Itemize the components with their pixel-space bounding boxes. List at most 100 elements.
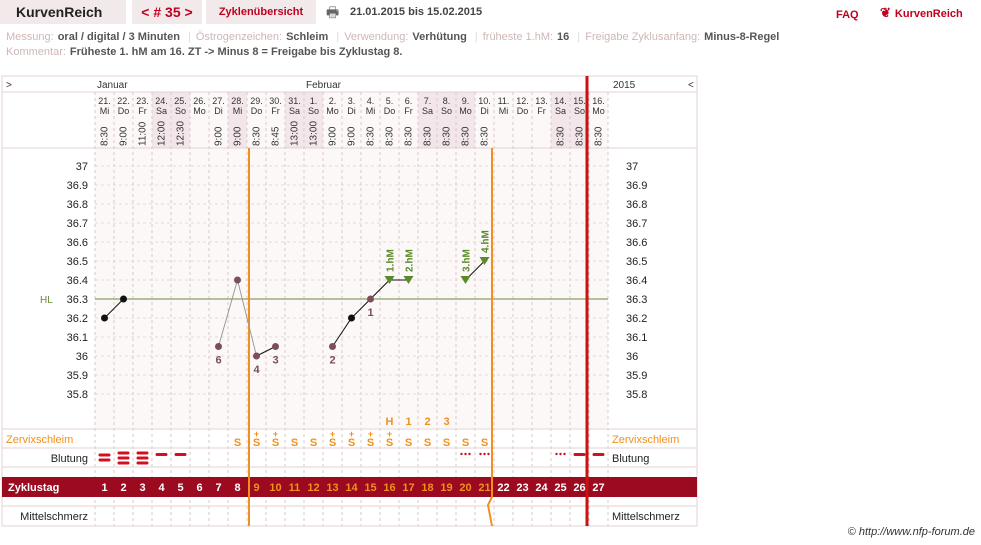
day-weekday: Mi (100, 106, 110, 116)
logo-text: KurvenReich (894, 8, 963, 20)
day-weekday: Sa (555, 106, 566, 116)
weekend-shade (152, 92, 171, 148)
weekend-shade (228, 92, 247, 148)
zervix-entry: S (234, 437, 241, 449)
bleeding-mark (563, 452, 566, 456)
day-weekday: Mo (459, 106, 472, 116)
zervix-entry: S (291, 437, 298, 449)
zyklustag-number: 11 (289, 482, 301, 494)
blutung-label: Blutung (51, 453, 88, 465)
day-date: 23. (136, 96, 149, 106)
hm-label: 3.hM (462, 249, 473, 272)
zervix-entry: S (481, 437, 488, 449)
temp-point (253, 352, 260, 360)
day-time: 8:30 (594, 126, 605, 146)
printer-icon[interactable]: 🖶 (326, 4, 340, 20)
day-time: 9:00 (233, 126, 244, 146)
nav-prev[interactable]: > (6, 80, 12, 91)
day-weekday: Di (347, 106, 356, 116)
mittelschmerz-label: Mittelschmerz (20, 511, 88, 523)
zervix-entry: S (329, 437, 336, 449)
date-range: 21.01.2015 bis 15.02.2015 (350, 6, 483, 18)
day-time: 8:30 (442, 126, 453, 146)
y-tick-right: 35.8 (626, 389, 647, 401)
bleeding-mark (483, 452, 486, 456)
faq-link[interactable]: FAQ (836, 9, 859, 21)
cycle-meta: Messung: oral / digital / 3 Minuten | Östr… (6, 30, 976, 60)
bleeding-mark (479, 452, 482, 456)
zyklustag-number: 6 (196, 482, 202, 494)
day-date: 12. (516, 96, 529, 106)
month-label: Februar (306, 80, 342, 91)
day-date: 5. (386, 96, 394, 106)
y-tick-right: 36 (626, 351, 638, 363)
temp-point (120, 295, 127, 303)
logo[interactable]: ❦ KurvenReich (880, 1, 963, 25)
y-tick-left: 35.9 (67, 370, 88, 382)
month-label: Januar (97, 80, 128, 91)
day-time: 8:30 (423, 126, 434, 146)
day-time: 8:30 (366, 126, 377, 146)
verwendung-value: Verhütung (412, 31, 467, 43)
day-weekday: Do (118, 106, 130, 116)
zyklustag-number: 26 (573, 482, 585, 494)
day-weekday: Sa (422, 106, 433, 116)
hm-label: 1.hM (386, 249, 397, 272)
zervix-entry: S (462, 437, 469, 449)
bleeding-mark (136, 456, 149, 460)
peak-marker: 3 (443, 416, 449, 428)
day-date: 8. (443, 96, 451, 106)
weekend-shade (304, 92, 323, 148)
bleeding-mark (136, 461, 149, 465)
day-date: 24. (155, 96, 168, 106)
cycle-overview-link[interactable]: Zyklenübersicht (206, 0, 316, 24)
bleeding-mark (155, 453, 168, 456)
hm-triangle (460, 276, 471, 284)
zyklustag-number: 21 (478, 482, 490, 494)
day-date: 21. (98, 96, 111, 106)
temp-line (256, 346, 276, 357)
temp-point (348, 314, 355, 322)
day-date: 25. (174, 96, 187, 106)
copyright: © http://www.nfp-forum.de (847, 526, 975, 538)
day-weekday: So (308, 106, 319, 116)
zervix-plus: + (254, 429, 259, 439)
brand-title: KurvenReich (0, 0, 126, 24)
day-time: 8:45 (271, 126, 282, 146)
day-date: 4. (367, 96, 375, 106)
zyklustag-number: 10 (269, 482, 281, 494)
day-date: 11. (498, 96, 510, 106)
cycle-navigator[interactable]: < # 35 > (132, 0, 202, 24)
fhm-value: 16 (557, 31, 570, 43)
bleeding-mark (117, 456, 130, 460)
weekend-shade (437, 92, 456, 148)
bleeding-mark (559, 452, 562, 456)
zyklustag-number: 9 (253, 482, 259, 494)
day-time: 8:30 (461, 126, 472, 146)
weekend-shade (551, 92, 570, 148)
zervix-entry: S (367, 437, 374, 449)
freigabe-label: Freigabe Zyklusanfang: (585, 31, 701, 43)
day-weekday: Mi (366, 106, 376, 116)
day-weekday: Fr (271, 106, 280, 116)
day-weekday: Sa (156, 106, 167, 116)
day-time: 8:30 (385, 126, 396, 146)
hm-label: 4.hM (481, 230, 492, 253)
day-time: 8:30 (556, 126, 567, 146)
nav-next[interactable]: < (688, 80, 694, 91)
day-weekday: Fr (404, 106, 413, 116)
peak-marker: H (386, 416, 394, 428)
day-time: 12:30 (176, 121, 187, 146)
zervix-entry: S (310, 437, 317, 449)
y-tick-left: 36.7 (67, 218, 88, 230)
y-tick-left: 37 (76, 161, 88, 173)
meta-line-2: Kommentar: Früheste 1. hM am 16. ZT -> Mi… (6, 45, 976, 60)
weekend-shade (285, 92, 304, 148)
y-tick-right: 36.1 (626, 332, 647, 344)
fhm-label: früheste 1.hM: (482, 31, 554, 43)
day-time: 8:30 (100, 126, 111, 146)
y-tick-left: 36.2 (67, 313, 88, 325)
y-tick-left: 35.8 (67, 389, 88, 401)
day-time: 11:00 (138, 121, 149, 146)
